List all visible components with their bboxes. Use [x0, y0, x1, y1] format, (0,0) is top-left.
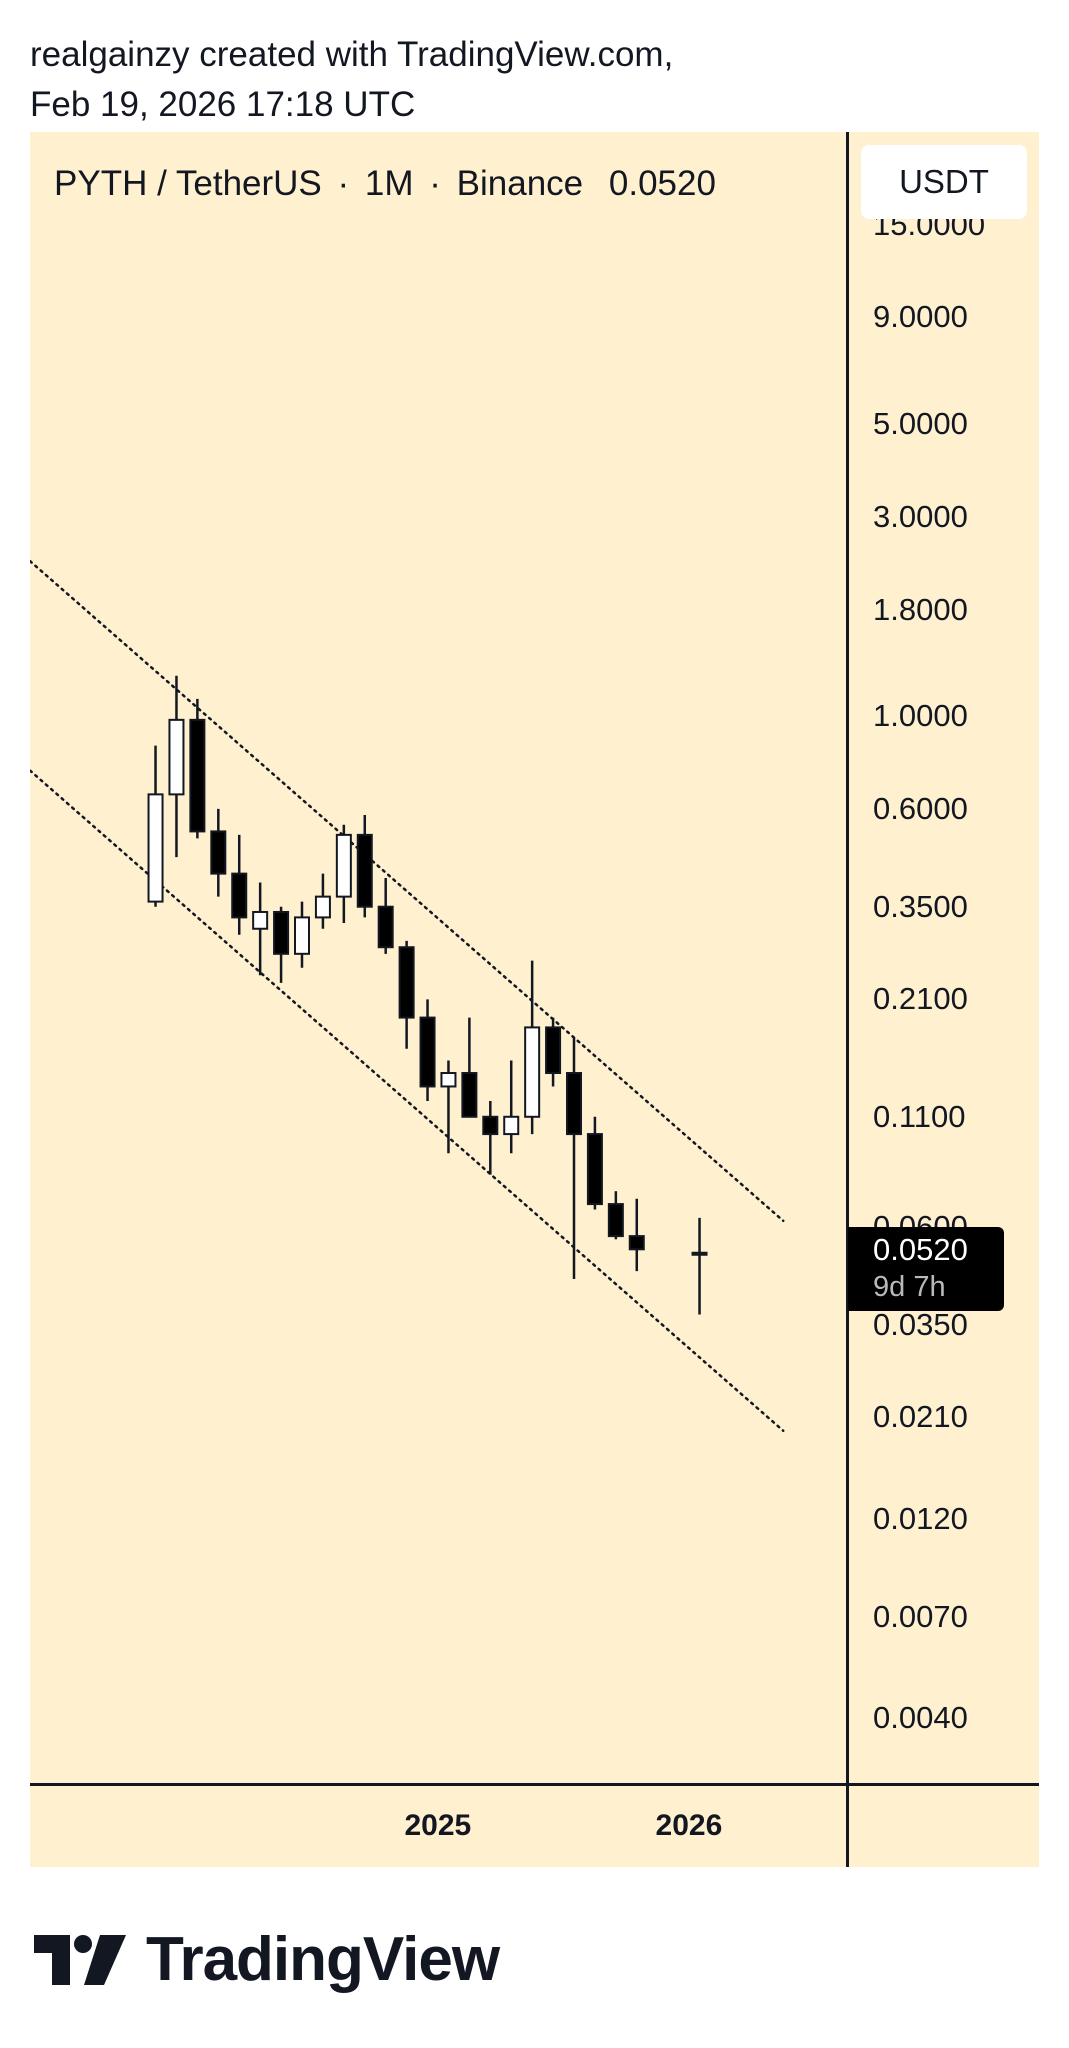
time-tick-label: 2026	[655, 1809, 723, 1842]
candle[interactable]	[314, 873, 331, 929]
price-plot[interactable]	[30, 132, 1039, 1867]
price-tick-label: 1.8000	[873, 591, 968, 627]
candle-body-up	[691, 1251, 708, 1256]
candle-body-down	[398, 946, 415, 1019]
candle[interactable]	[691, 1217, 708, 1315]
candle-body-up	[252, 910, 269, 930]
candle-body-down	[482, 1115, 499, 1136]
candle-body-up	[147, 793, 164, 903]
candle-body-up	[168, 718, 185, 796]
time-tick-label: 2025	[404, 1809, 472, 1842]
candle-body-up	[524, 1026, 541, 1118]
candle-body-up	[440, 1072, 457, 1088]
candle-body-up	[503, 1115, 520, 1136]
candle[interactable]	[524, 960, 541, 1135]
price-tick-label: 0.6000	[873, 790, 968, 826]
candle-body-up	[314, 895, 331, 919]
candle[interactable]	[294, 901, 310, 968]
candle[interactable]	[607, 1191, 624, 1240]
candle[interactable]	[586, 1116, 603, 1210]
candle-body-down	[607, 1203, 624, 1238]
candle-body-down	[189, 718, 206, 833]
price-tick-label: 5.0000	[873, 406, 968, 442]
candle[interactable]	[377, 878, 394, 954]
last-price-value: 0.0520	[873, 1231, 968, 1267]
price-axis-border	[846, 132, 849, 1867]
candle-body-down	[461, 1072, 478, 1118]
title-separator: ·	[429, 164, 441, 203]
price-tick-label: 0.2100	[873, 981, 968, 1017]
candle[interactable]	[398, 940, 415, 1049]
currency-button[interactable]: USDT	[861, 145, 1027, 219]
bar-countdown: 9d 7h	[873, 1270, 946, 1303]
candle-body-down	[628, 1235, 645, 1251]
candle[interactable]	[482, 1100, 499, 1175]
last-price-label: 0.0520 9d 7h	[848, 1226, 1004, 1311]
chart-area[interactable]: PYTH / TetherUS · 1M · Binance 0.0520 15…	[30, 132, 1039, 1867]
price-tick-label: 1.0000	[873, 698, 968, 734]
candle[interactable]	[503, 1060, 520, 1154]
price-tick-label: 0.0120	[873, 1500, 968, 1536]
candle[interactable]	[231, 834, 248, 935]
chart-header: realgainzy created with TradingView.com,…	[30, 30, 930, 130]
candle-body-down	[586, 1133, 603, 1206]
symbol-last-price: 0.0520	[608, 164, 716, 203]
candle-body-up	[335, 833, 352, 898]
snapshot-timestamp: Feb 19, 2026 17:18 UTC	[30, 85, 416, 124]
price-tick-label: 0.1100	[873, 1098, 966, 1134]
candle[interactable]	[168, 675, 185, 858]
candle[interactable]	[335, 824, 352, 923]
candle[interactable]	[419, 999, 436, 1101]
candle[interactable]	[461, 1017, 478, 1118]
candle[interactable]	[252, 882, 269, 976]
candle[interactable]	[440, 1060, 457, 1154]
tradingview-branding: TradingView	[34, 1925, 554, 1995]
title-separator: ·	[337, 164, 350, 203]
price-tick-label: 0.0040	[873, 1700, 968, 1736]
candle[interactable]	[210, 808, 227, 897]
candle[interactable]	[356, 815, 373, 918]
candle-body-down	[273, 910, 290, 955]
candle-body-down	[210, 830, 227, 875]
candle-body-down	[231, 872, 248, 919]
upper-channel-line[interactable]	[30, 543, 785, 1223]
candle-body-down	[545, 1026, 562, 1075]
author-line: realgainzy created with TradingView.com,	[30, 35, 674, 74]
price-tick-label: 0.0070	[873, 1598, 968, 1634]
lower-channel-line[interactable]	[30, 752, 785, 1433]
candle-layer	[147, 675, 708, 1315]
symbol-interval: 1M	[364, 164, 414, 203]
candle[interactable]	[628, 1198, 645, 1272]
price-tick-label: 0.0350	[873, 1306, 968, 1342]
tradingview-logo-icon	[34, 1935, 126, 1985]
price-tick-label: 9.0000	[873, 299, 968, 335]
price-tick-label: 0.0210	[873, 1399, 968, 1435]
symbol-pair: PYTH / TetherUS	[54, 164, 322, 203]
candle-body-down	[419, 1016, 436, 1088]
candle[interactable]	[273, 906, 290, 983]
symbol-title: PYTH / TetherUS · 1M · Binance 0.0520	[54, 162, 722, 206]
time-axis-border	[30, 1783, 1039, 1786]
candle-body-up	[294, 916, 310, 955]
candle-body-down	[356, 833, 373, 908]
brand-name: TradingView	[146, 1925, 500, 1994]
price-tick-label: 3.0000	[873, 498, 968, 534]
symbol-exchange: Binance	[456, 164, 584, 203]
candle[interactable]	[147, 745, 164, 907]
candle-body-down	[377, 905, 394, 949]
candle[interactable]	[545, 1017, 562, 1087]
candle[interactable]	[566, 1037, 582, 1279]
candle-body-down	[566, 1072, 582, 1136]
price-tick-label: 0.3500	[873, 888, 968, 924]
candle[interactable]	[189, 698, 206, 839]
